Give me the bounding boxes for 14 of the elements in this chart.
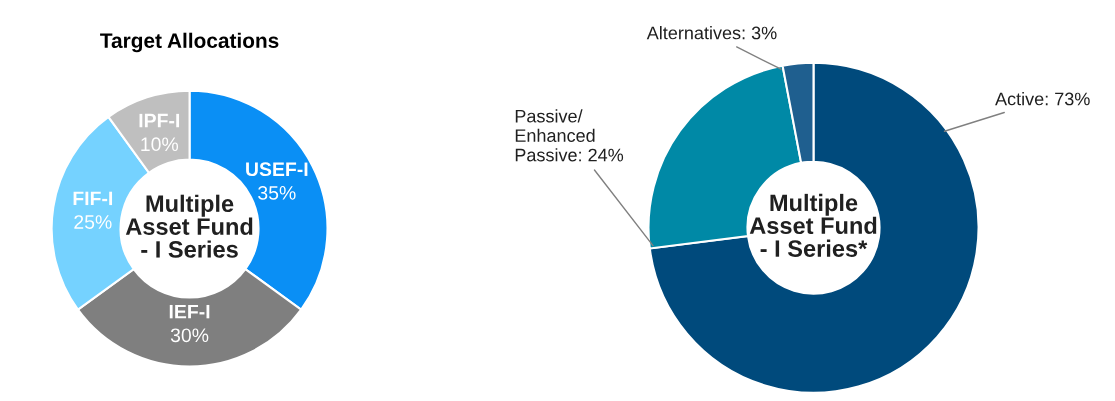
data-label: 25%	[74, 215, 112, 229]
text: Multiple Asset Fund - I Series*	[749, 193, 877, 257]
data-label: 30%	[170, 328, 209, 343]
slice-label: FIF-I	[73, 191, 113, 206]
slice-label: IPF-I	[139, 113, 180, 128]
slice-label: USEF-I	[246, 162, 308, 177]
data-label: 35%	[258, 186, 296, 200]
data-label: 10%	[141, 137, 179, 152]
text: Multiple Asset Fund - I Series	[125, 194, 253, 258]
slice-label: Passive/ Enhanced Passive: 24%	[515, 109, 624, 162]
chart-title: Target Allocations	[100, 32, 279, 53]
slice-label: Active: 73%	[995, 92, 1090, 106]
slice-label: Alternatives: 3%	[646, 26, 777, 40]
slice-label: IEF-I	[169, 304, 210, 319]
